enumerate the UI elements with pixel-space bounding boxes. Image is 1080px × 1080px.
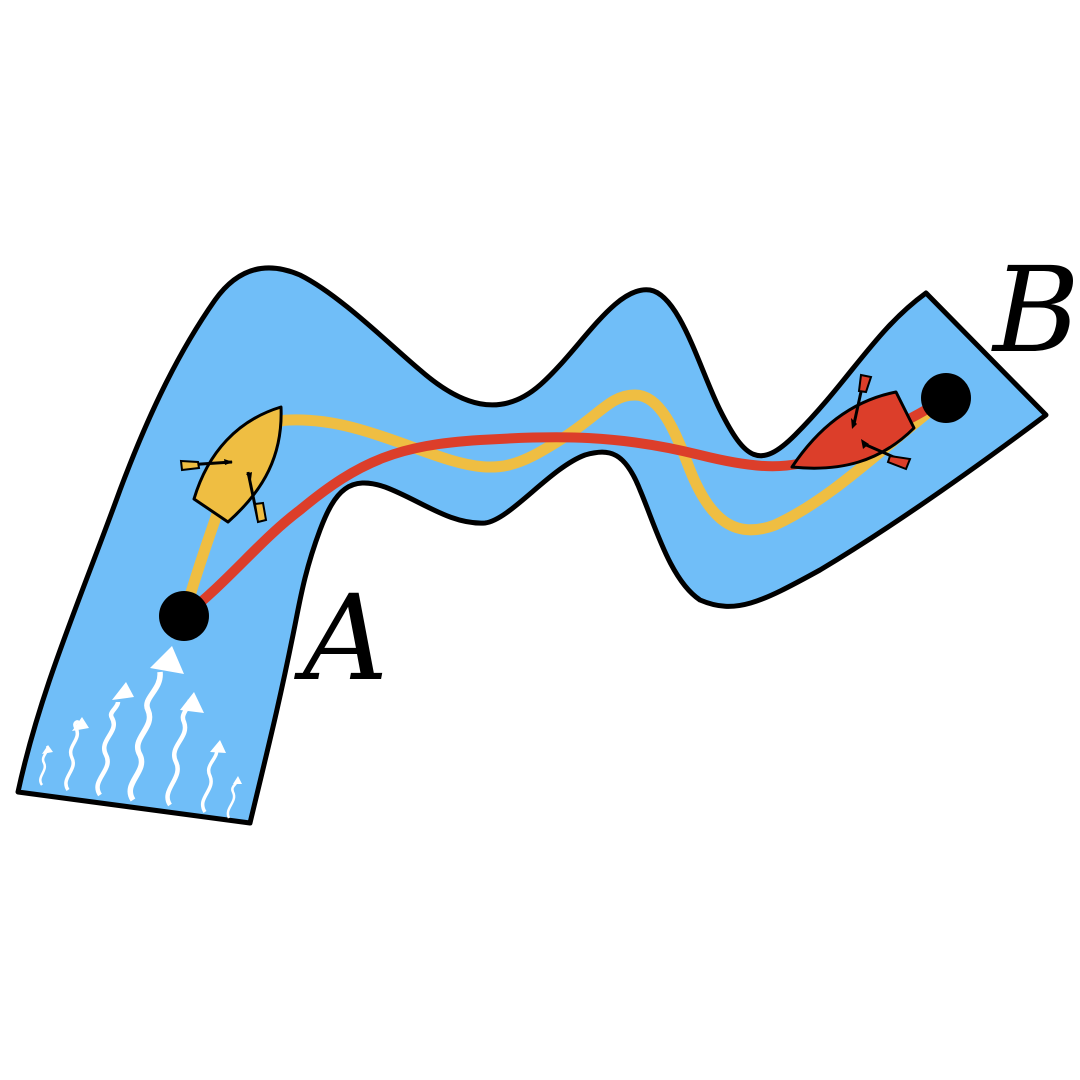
oar-icon [246,471,268,524]
yellow-boat [179,405,283,524]
rowboat-icon [192,405,283,524]
current-arrow [201,740,226,813]
oar-icon [861,439,912,471]
river-channel [15,265,1049,826]
start-point-a [159,591,209,641]
rowboat-icon [790,390,916,470]
current-arrow [95,682,134,797]
current-arrow [39,745,53,786]
current-arrow [64,717,89,791]
end-label: B [991,241,1080,379]
oar-icon [851,373,873,429]
red-boat [790,373,916,471]
current-arrow [165,692,204,807]
current-arrows [39,646,242,819]
oar-icon [179,459,233,472]
start-label: A [294,569,388,707]
end-point-b [921,373,971,423]
current-arrow [226,776,242,819]
current-arrow [127,646,184,802]
